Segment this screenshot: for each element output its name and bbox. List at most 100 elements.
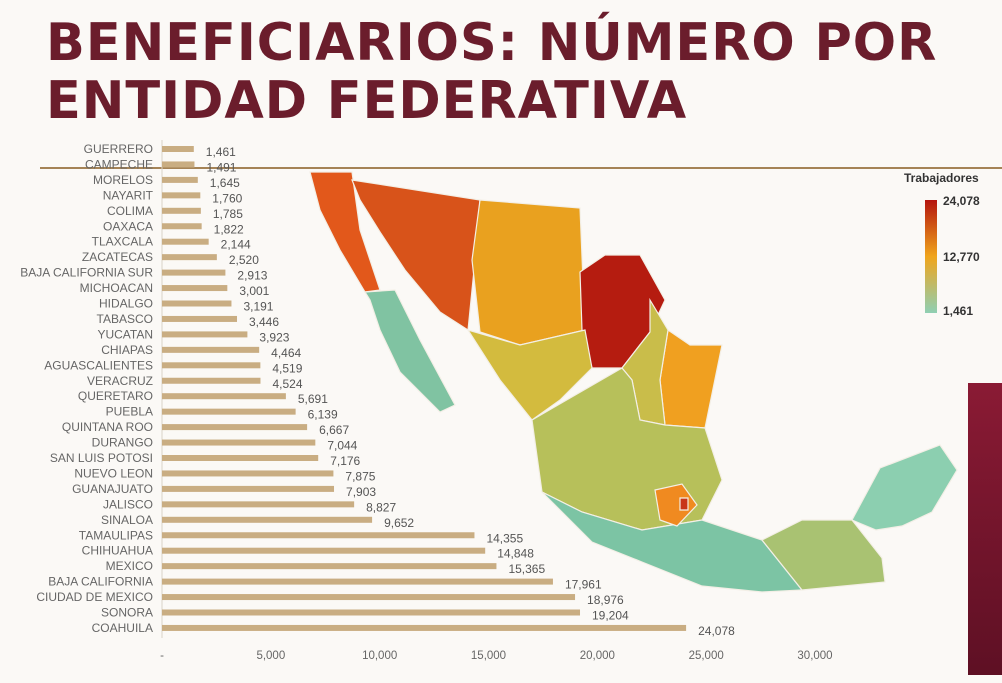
value-label: 17,961: [565, 578, 602, 592]
category-label: MORELOS: [93, 173, 153, 187]
value-label: 3,191: [243, 300, 273, 314]
bar-guerrero: [162, 146, 194, 152]
bar-sinaloa: [162, 516, 373, 523]
value-label: 8,827: [366, 500, 396, 514]
value-label: 1,785: [213, 207, 243, 221]
bar-colima: [162, 207, 201, 214]
category-label: CIUDAD DE MEXICO: [36, 590, 153, 604]
x-tick-label: 25,000: [689, 650, 724, 662]
map-region-ciudad-de-mexico: [679, 497, 689, 511]
bar-puebla: [162, 408, 296, 415]
bar-zacatecas: [162, 254, 217, 261]
bar-tlaxcala: [162, 238, 209, 245]
bar-ciudad-de-mexico: [162, 594, 576, 601]
bar-hidalgo: [162, 300, 232, 307]
bar-quintana-roo: [162, 424, 308, 431]
bar-baja-california-sur: [162, 269, 226, 276]
bar-nuevo-leon: [162, 470, 334, 477]
category-label: MICHOACAN: [80, 281, 153, 295]
category-label: YUCATAN: [97, 327, 153, 341]
category-label: CHIHUAHUA: [82, 544, 153, 558]
value-label: 9,652: [384, 516, 414, 530]
category-label: NAYARIT: [103, 188, 154, 202]
bar-baja-california: [162, 578, 553, 585]
bar-chiapas: [162, 346, 260, 353]
value-label: 3,923: [259, 330, 289, 344]
value-label: 4,519: [272, 361, 302, 375]
bar-nayarit: [162, 192, 201, 199]
bar-campeche: [162, 161, 195, 168]
x-tick-label: 15,000: [471, 650, 506, 662]
category-label: NUEVO LEON: [74, 466, 153, 480]
x-tick-label: 20,000: [580, 650, 615, 662]
page-title: BENEFICIARIOS: NÚMERO POR ENTIDAD FEDERA…: [46, 13, 938, 131]
x-tick-label: 10,000: [362, 650, 397, 662]
bar-queretaro: [162, 393, 286, 400]
value-label: 1,461: [206, 145, 236, 159]
category-label: BAJA CALIFORNIA SUR: [20, 266, 153, 280]
value-label: 7,176: [330, 454, 360, 468]
value-label: 14,848: [497, 547, 534, 561]
legend-title: Trabajadores: [904, 171, 979, 185]
value-label: 2,913: [237, 269, 267, 283]
value-label: 1,491: [206, 160, 236, 174]
category-label: AGUASCALIENTES: [44, 358, 153, 372]
map-region-southeast: [761, 519, 886, 591]
category-label: PUEBLA: [106, 405, 153, 419]
category-label: QUERETARO: [78, 389, 153, 403]
value-label: 7,903: [346, 485, 376, 499]
value-label: 18,976: [587, 593, 624, 607]
map-region-sonora: [351, 179, 481, 332]
category-label: TLAXCALA: [92, 235, 153, 249]
map-region-chihuahua: [471, 199, 586, 346]
map-region-tamaulipas: [659, 328, 723, 429]
value-label: 14,355: [486, 531, 523, 545]
value-label: 6,139: [308, 408, 338, 422]
value-label: 24,078: [698, 624, 735, 638]
bar-san-luis-potosi: [162, 455, 319, 461]
bar-michoacan: [162, 285, 228, 292]
category-label: ZACATECAS: [82, 250, 153, 264]
bar-oaxaca: [162, 223, 202, 230]
category-label: MEXICO: [106, 559, 153, 573]
bar-mexico: [162, 563, 497, 570]
value-label: 7,044: [327, 439, 357, 453]
category-label: OAXACA: [103, 219, 153, 233]
value-label: 15,365: [508, 562, 545, 576]
category-label: COAHUILA: [92, 621, 153, 635]
decorative-band: [968, 383, 1002, 675]
map-region-sinaloa-durango: [466, 328, 593, 421]
map-region-baja-california-sur: [363, 289, 456, 413]
bar-guanajuato: [162, 485, 335, 492]
category-label: QUINTANA ROO: [62, 420, 153, 434]
category-label: GUANAJUATO: [72, 482, 153, 496]
bar-yucatan: [162, 331, 248, 338]
value-label: 6,667: [319, 423, 349, 437]
category-label: BAJA CALIFORNIA: [48, 575, 153, 589]
value-label: 19,204: [592, 609, 629, 623]
value-label: 3,446: [249, 315, 279, 329]
value-label: 7,875: [345, 469, 375, 483]
x-tick-label: 30,000: [797, 650, 832, 662]
category-label: SINALOA: [101, 513, 153, 527]
legend-mid-label: 12,770: [943, 250, 980, 264]
category-label: DURANGO: [92, 436, 153, 450]
legend-color-scale: [925, 200, 937, 313]
value-label: 5,691: [298, 392, 328, 406]
value-label: 1,822: [214, 222, 244, 236]
category-label: SONORA: [101, 606, 153, 620]
category-label: TAMAULIPAS: [79, 528, 153, 542]
category-label: CHIAPAS: [101, 343, 153, 357]
x-tick-label: 5,000: [256, 650, 285, 662]
category-label: CAMPECHE: [85, 157, 153, 171]
legend-min-label: 1,461: [943, 304, 973, 318]
bar-morelos: [162, 176, 198, 183]
category-label: COLIMA: [107, 204, 153, 218]
legend-max-label: 24,078: [943, 194, 980, 208]
bar-jalisco: [162, 501, 355, 508]
bar-coahuila: [162, 624, 687, 631]
category-label: TABASCO: [97, 312, 153, 326]
bar-sonora: [162, 609, 581, 616]
category-label: SAN LUIS POTOSI: [50, 451, 153, 465]
